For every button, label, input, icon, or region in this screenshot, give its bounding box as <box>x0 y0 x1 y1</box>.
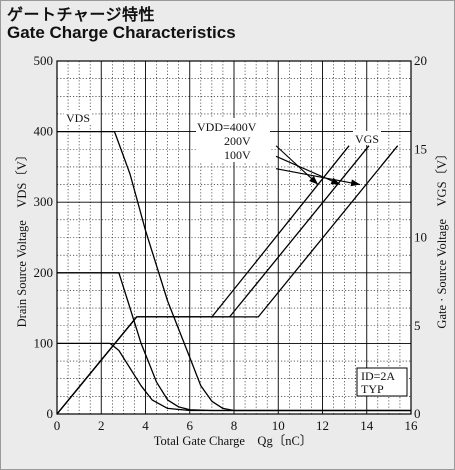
x-tick-label: 8 <box>231 418 238 433</box>
x-tick-label: 12 <box>316 418 329 433</box>
chart-title-japanese: ゲートチャージ特性 <box>7 5 156 24</box>
vgs-label: VGS <box>355 132 379 146</box>
arrow-head <box>309 175 319 185</box>
vgs-label-bg <box>353 131 381 145</box>
arrow-head <box>350 179 361 187</box>
y-tick-label-right: 0 <box>414 406 421 421</box>
vds-label-bg <box>64 110 92 125</box>
vdd-label-bg <box>196 118 270 162</box>
x-tick-label: 10 <box>272 418 285 433</box>
vdd-200-label: 200V <box>224 134 251 148</box>
y-tick-label-left: 100 <box>34 335 54 350</box>
x-tick-label: 2 <box>98 418 105 433</box>
vdd-100-label: 100V <box>224 148 251 162</box>
vdd-400-label: VDD=400V <box>197 120 257 134</box>
x-tick-label: 6 <box>187 418 194 433</box>
y-tick-label-right: 20 <box>414 53 427 68</box>
series-layer <box>56 130 411 415</box>
condition-typ: TYP <box>361 382 384 396</box>
x-tick-label: 16 <box>405 418 419 433</box>
y-tick-label-left: 0 <box>47 406 54 421</box>
x-axis-label: Total Gate Charge Qg〔nC〕 <box>154 434 313 448</box>
series-line <box>57 130 411 412</box>
plot-border <box>56 60 412 415</box>
y-tick-label-left: 200 <box>34 265 54 280</box>
vds-label: VDS <box>66 111 90 125</box>
x-tick-label: 14 <box>360 418 374 433</box>
y-axis-label-right: Gate · Source Voltage VGS〔V〕 <box>435 147 449 328</box>
x-tick-label: 4 <box>142 418 149 433</box>
y-tick-label-right: 15 <box>414 141 427 156</box>
chart-title: Gate Charge Characteristics <box>7 23 236 42</box>
y-tick-label-left: 400 <box>34 124 54 139</box>
series-line <box>56 145 399 415</box>
y-tick-label-left: 300 <box>34 194 54 209</box>
y-tick-label-right: 10 <box>414 230 427 245</box>
annotation-arrow <box>275 155 341 186</box>
y-axis-label-left: Drain Source Voltage VDS〔V〕 <box>15 149 29 328</box>
annotation-arrow <box>275 168 361 186</box>
y-tick-label-right: 5 <box>414 318 421 333</box>
x-tick-label: 0 <box>54 418 61 433</box>
y-tick-label-left: 500 <box>34 53 54 68</box>
condition-id: ID=2A <box>361 369 395 383</box>
condition-box <box>356 367 408 397</box>
